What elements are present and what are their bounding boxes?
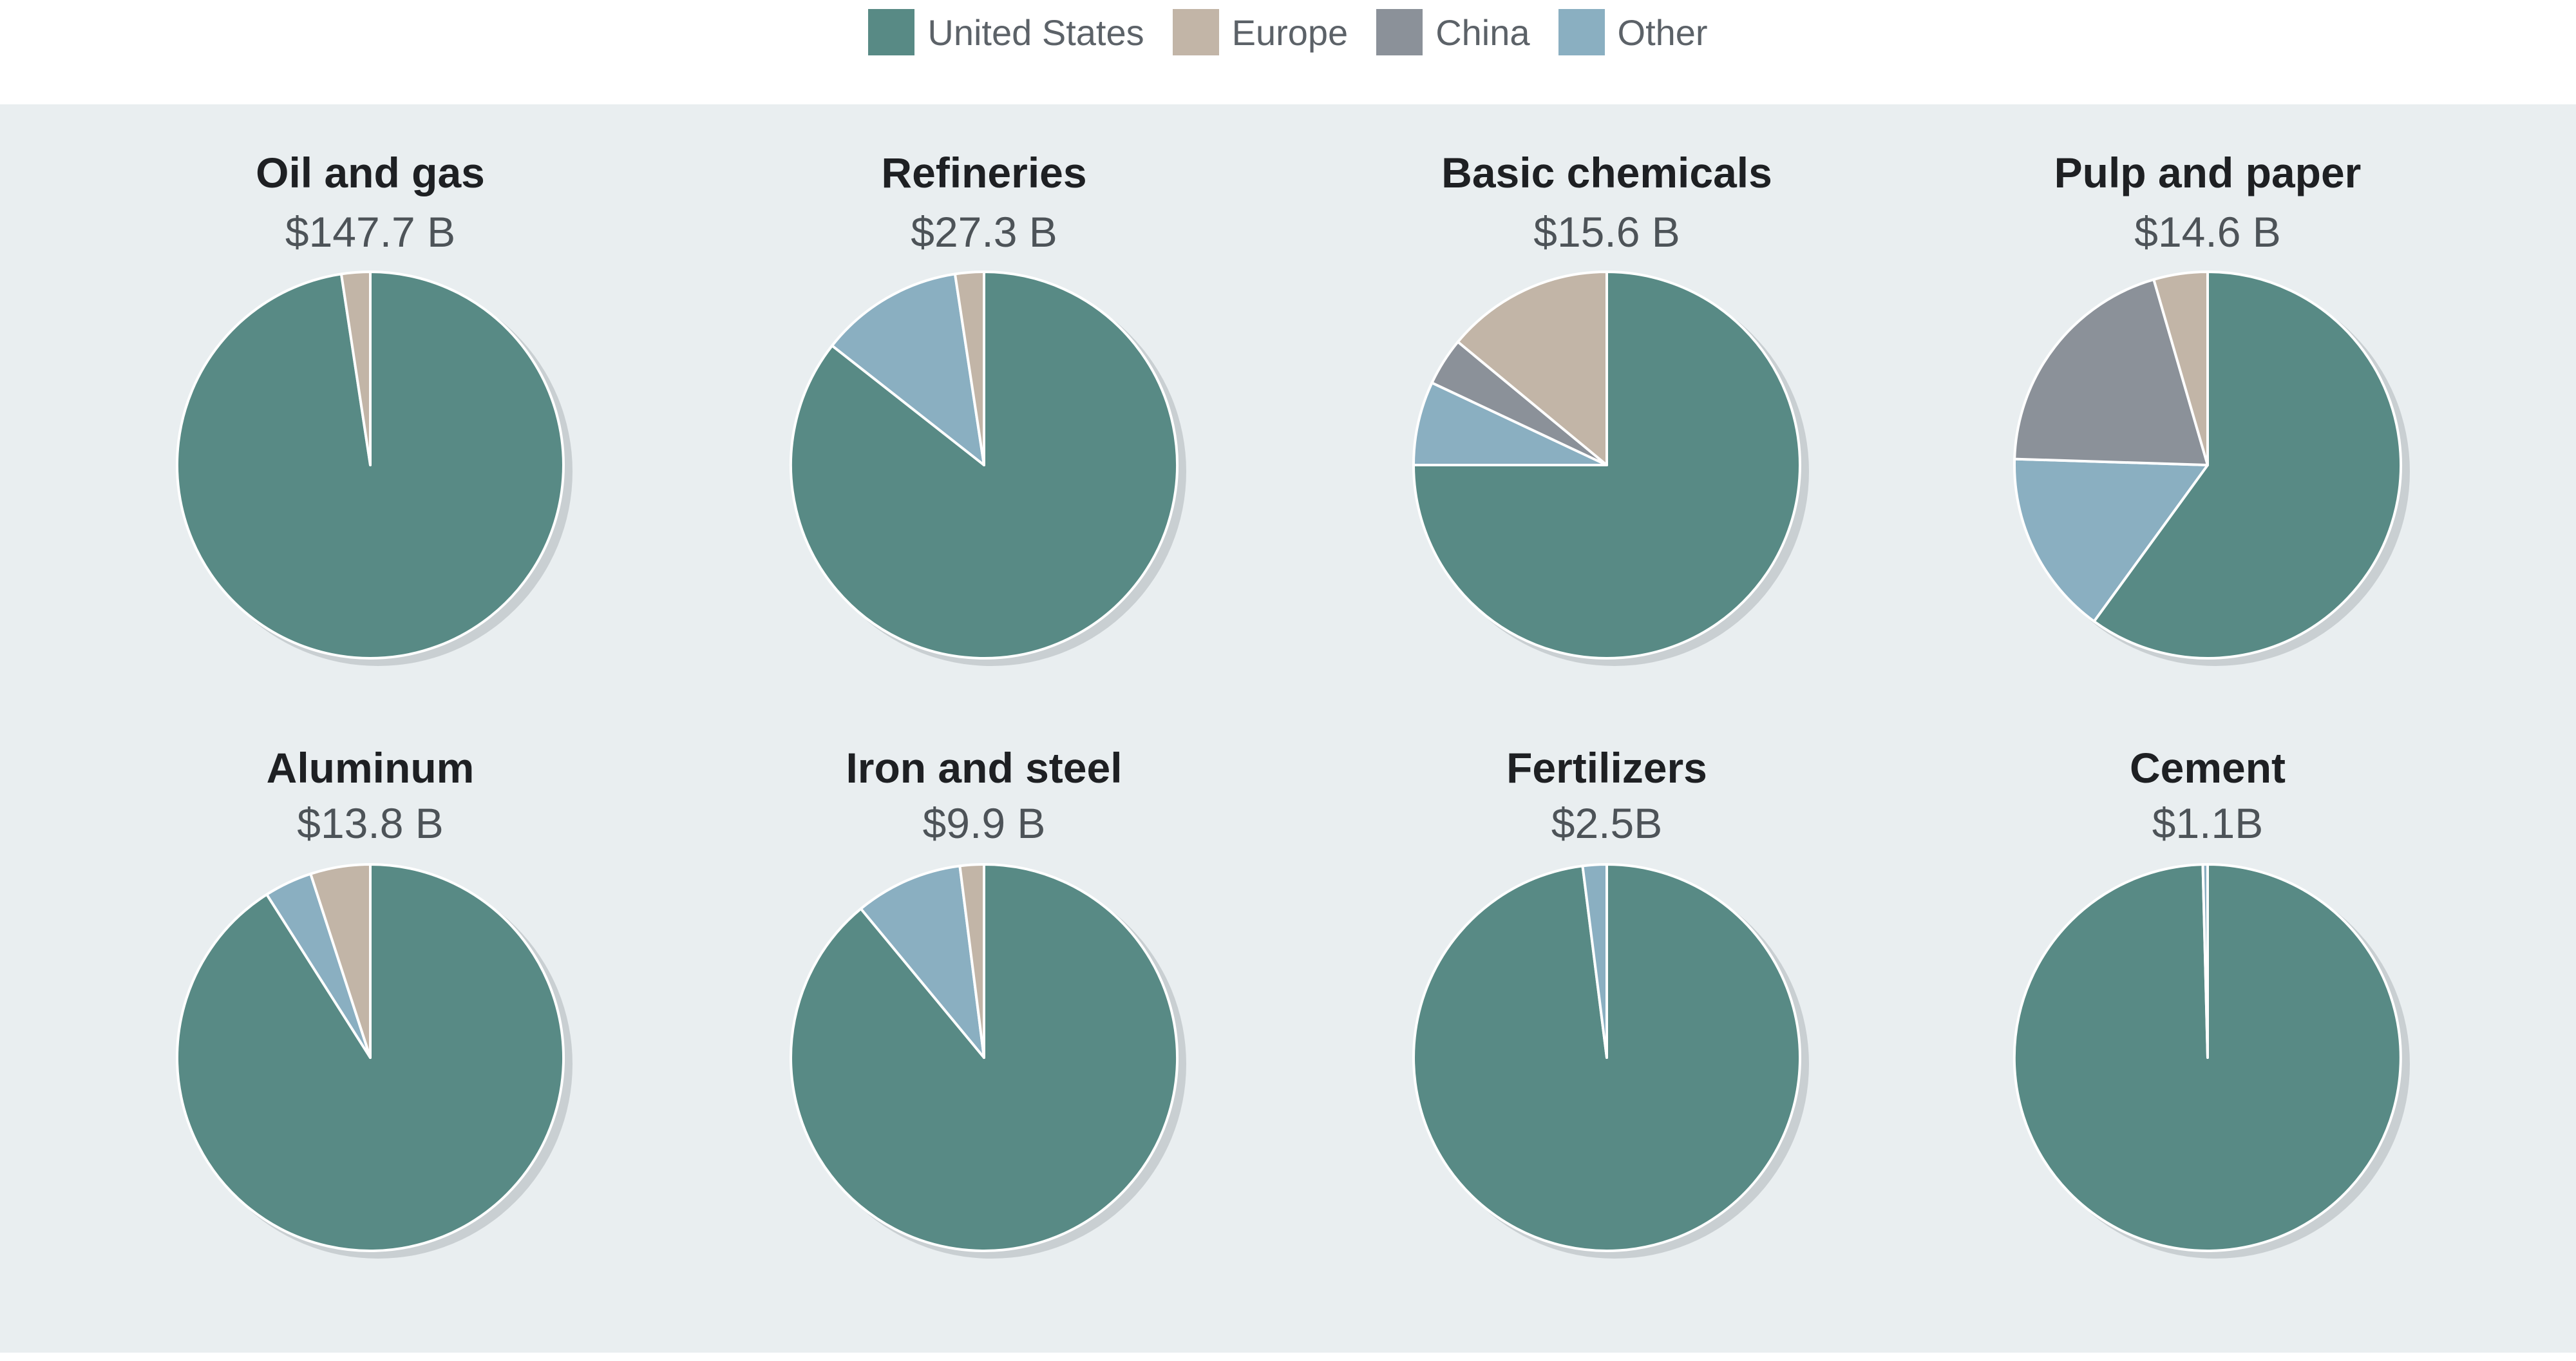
pie-total-value: $13.8 B [297, 799, 444, 847]
pie-slice-europe [2152, 271, 2209, 466]
pie-slice-other [2201, 862, 2209, 1059]
pie-slice-united-states [2092, 271, 2402, 660]
pie-title: Fertilizers [1506, 744, 1707, 792]
pie-slice-europe [339, 270, 372, 466]
legend-item-europe[interactable]: Europe [1172, 9, 1349, 55]
pie-slice-other [859, 864, 985, 1059]
legend-item-china[interactable]: China [1376, 9, 1530, 55]
pie-total-value: $14.6 B [2134, 208, 2281, 256]
pie-slice-other [1581, 863, 1608, 1059]
pie-slice-europe [309, 863, 372, 1059]
pie-chart-pulp-and-paper: Pulp and paper $14.6 B [1886, 104, 2530, 723]
chart-panel: Oil and gas $147.7 B Refineries $27.3 B … [0, 104, 2576, 1353]
pie-svg [176, 270, 573, 666]
pie-title: Aluminum [266, 744, 475, 792]
pie-total-value: $147.7 B [285, 208, 456, 256]
pie-total-value: $27.3 B [911, 208, 1057, 256]
legend-swatch-china [1376, 9, 1423, 55]
pie-slice-other [1412, 381, 1608, 466]
legend-label-china: China [1435, 12, 1530, 53]
legend-label-united-states: United States [927, 12, 1144, 53]
pie-chart-refineries: Refineries $27.3 B [662, 104, 1306, 723]
pie-slice-other [831, 272, 985, 466]
legend: United States Europe China Other [0, 0, 2576, 64]
pie-title: Oil and gas [256, 149, 485, 196]
pie-svg [2012, 862, 2410, 1259]
legend-swatch-europe [1172, 9, 1219, 55]
pie-chart-basic-chemicals: Basic chemicals $15.6 B [1285, 104, 1929, 723]
pie-svg [2013, 271, 2410, 666]
pie-total-value: $9.9 B [922, 799, 1046, 847]
pie-svg [1412, 863, 1809, 1259]
pie-svg [790, 863, 1186, 1259]
pie-slice-united-states [790, 271, 1179, 660]
pie-chart-iron-and-steel: Iron and steel $9.9 B [662, 716, 1306, 1335]
pie-title: Cement [2129, 744, 2286, 792]
pie-title: Refineries [881, 149, 1087, 196]
pie-chart-cement: Cement $1.1B [1886, 716, 2530, 1335]
pie-svg [175, 863, 573, 1259]
legend-label-other: Other [1617, 12, 1708, 53]
pie-chart-oil-and-gas: Oil and gas $147.7 B [48, 104, 692, 723]
pie-slice-europe [1456, 271, 1608, 466]
pie-total-value: $2.5B [1551, 799, 1663, 847]
pie-svg [1412, 271, 1809, 666]
pie-title: Basic chemicals [1441, 149, 1772, 196]
pie-total-value: $1.1B [2152, 799, 2264, 847]
pie-slice-other [2013, 457, 2209, 623]
legend-item-other[interactable]: Other [1558, 9, 1708, 55]
pie-chart-aluminum: Aluminum $13.8 B [48, 716, 692, 1335]
legend-item-united-states[interactable]: United States [868, 9, 1144, 55]
pie-slice-europe [958, 863, 985, 1059]
pie-total-value: $15.6 B [1533, 208, 1680, 256]
pie-title: Pulp and paper [2054, 149, 2362, 196]
legend-label-europe: Europe [1231, 12, 1349, 53]
legend-swatch-united-states [868, 9, 915, 55]
pie-slice-china [2013, 278, 2209, 466]
pie-chart-fertilizers: Fertilizers $2.5B [1285, 716, 1929, 1335]
pie-slice-europe [953, 270, 985, 466]
pie-svg [790, 270, 1186, 666]
pie-slice-united-states [1412, 271, 1801, 660]
pie-title: Iron and steel [846, 744, 1122, 792]
legend-swatch-other [1558, 9, 1605, 55]
